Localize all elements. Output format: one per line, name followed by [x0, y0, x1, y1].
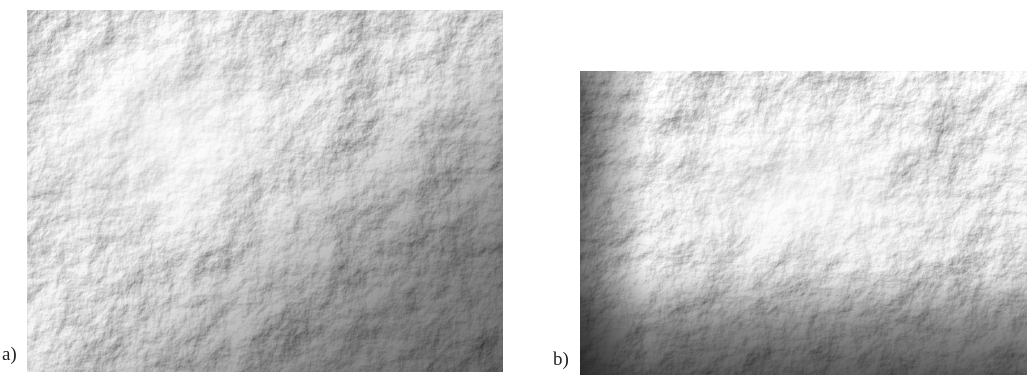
hillshade-image-b [580, 71, 1027, 375]
panel-label: b) [553, 349, 569, 371]
snow-field [580, 71, 1027, 375]
panel-label: a) [2, 344, 17, 366]
hillshade-image-a [27, 10, 503, 372]
figure: {"panels": [{"label": "a)"}, {"label": "… [0, 0, 1027, 375]
snow-field [27, 10, 503, 372]
